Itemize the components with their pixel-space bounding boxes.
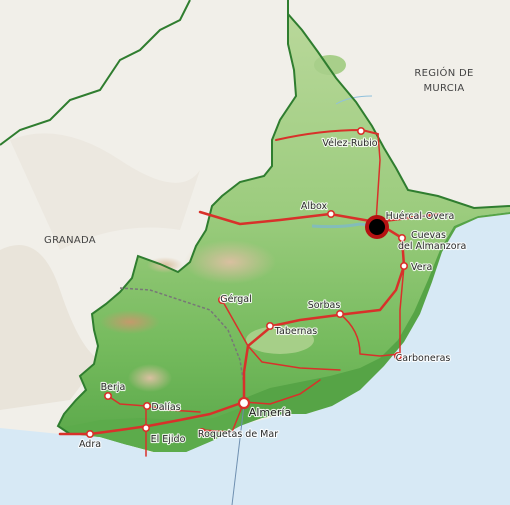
town-label-el-ejido[interactable]: El Ejido — [150, 433, 187, 446]
relief-gador-south — [128, 364, 172, 392]
town-marker-carboneras — [393, 351, 402, 360]
relief-maria — [314, 55, 346, 75]
town-label-tabernas[interactable]: Tabernas — [273, 325, 319, 338]
town-label-cuevas-1[interactable]: Cuevas — [410, 229, 447, 242]
town-marker-berja — [104, 391, 113, 400]
town-label-cuevas-2[interactable]: del Almanzora — [397, 240, 467, 253]
town-label-velez-rubio[interactable]: Vélez-Rubio — [321, 137, 379, 150]
town-marker-vera — [399, 261, 408, 270]
town-marker-almeria — [237, 396, 251, 410]
railway — [119, 287, 245, 386]
town-label-sorbas[interactable]: Sorbas — [307, 299, 342, 312]
location-marker[interactable] — [369, 219, 385, 235]
region-label-murcia-2: MURCIA — [424, 83, 465, 94]
town-label-dalias[interactable]: Dalías — [150, 401, 181, 414]
town-marker-sorbas — [335, 309, 344, 318]
border-murcia — [287, 0, 510, 210]
town-marker-adra — [86, 429, 95, 438]
town-marker-gergal — [218, 295, 227, 304]
poniente-lowland — [60, 408, 244, 452]
region-label-granada: GRANADA — [44, 235, 96, 246]
town-marker-velez-rubio — [356, 127, 365, 136]
region-label-murcia-1: REGIÓN DE — [414, 66, 473, 79]
town-label-carboneras[interactable]: Carboneras — [395, 352, 452, 365]
town-label-berja[interactable]: Berja — [100, 381, 127, 394]
relief-sierra-gador — [100, 310, 160, 334]
town-label-adra[interactable]: Adra — [78, 438, 102, 451]
town-markers — [86, 127, 408, 438]
town-label-albox[interactable]: Albox — [300, 200, 329, 213]
town-label-vera[interactable]: Vera — [410, 261, 434, 274]
town-marker-el-ejido — [142, 423, 151, 432]
town-label-roquetas[interactable]: Roquetas de Mar — [197, 428, 280, 441]
town-marker-albox — [326, 210, 335, 219]
town-marker-dalias — [143, 401, 152, 410]
town-marker-roquetas — [198, 427, 207, 436]
border-north-west — [0, 0, 191, 146]
relief-nacimiento — [147, 257, 183, 273]
outside-relief-granada — [0, 245, 100, 410]
border-granada — [56, 14, 298, 435]
town-marker-cuevas — [397, 234, 406, 243]
outside-relief-north — [10, 133, 200, 250]
relief-filabres — [184, 240, 276, 284]
river-almanzora — [311, 222, 379, 229]
coastal-lowland — [240, 212, 510, 426]
town-label-almeria[interactable]: Almería — [248, 405, 293, 420]
town-label-huercal-overa[interactable]: Huércal-Overa — [385, 210, 456, 223]
town-label-gergal[interactable]: Gérgal — [219, 293, 253, 306]
town-marker-tabernas — [265, 321, 274, 330]
ferry-route — [231, 404, 245, 505]
